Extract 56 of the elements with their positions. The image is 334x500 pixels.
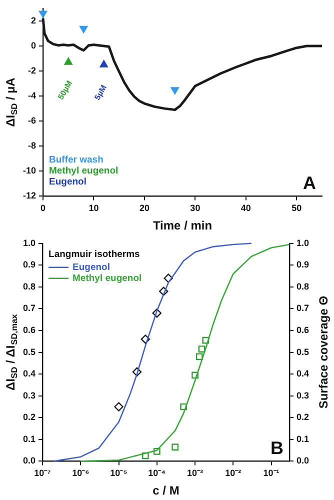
y-tick-label: 0.2 — [22, 412, 36, 422]
y-tick-label: 0.7 — [22, 303, 36, 314]
x-tick-label: 20 — [139, 203, 150, 214]
x-tick-label: 30 — [190, 203, 200, 214]
y2-tick-label: 0.7 — [296, 303, 310, 314]
y-tick-label: 1.0 — [22, 238, 36, 248]
x-tick-label: 10⁻⁷ — [34, 468, 52, 478]
y2-tick-label: 0.6 — [296, 325, 310, 336]
x-axis-title: c / M — [152, 483, 180, 498]
x-tick-label: 10 — [88, 203, 99, 214]
x-tick-label: 0 — [40, 203, 46, 214]
y2-tick-label: 0.2 — [296, 412, 310, 422]
y2-tick-label: 0.3 — [296, 390, 310, 400]
y-tick-label: 0 — [30, 40, 36, 50]
legend-title: Langmuir isotherms — [48, 248, 140, 260]
text: Eugenol — [49, 176, 86, 188]
y-tick-label: -4 — [28, 90, 36, 101]
y-tick-label: 0.3 — [22, 390, 36, 400]
y-tick-label: 0.8 — [22, 281, 36, 292]
y2-tick-label: 0.4 — [296, 368, 310, 379]
y2-tick-label: 0.5 — [296, 346, 310, 357]
x-tick-label: 40 — [240, 203, 251, 214]
x-axis-title: Time / min — [152, 218, 212, 232]
y-tick-label: 0.6 — [22, 325, 36, 336]
x-tick-label: 10⁻¹ — [263, 468, 280, 478]
y2-tick-label: 0.0 — [296, 456, 310, 466]
legend-label: Methyl eugenol — [72, 272, 142, 284]
text: Buffer wash — [49, 154, 104, 166]
y-tick-label: -10 — [22, 166, 36, 176]
annotation: A — [303, 173, 316, 194]
x-tick-label: 10⁻⁵ — [110, 468, 128, 478]
y2-tick-label: 0.1 — [296, 434, 310, 444]
y2-axis-title: Surface coverage Θ — [316, 296, 330, 409]
text: Methyl eugenol — [49, 166, 118, 177]
y2-tick-label: 0.9 — [296, 260, 310, 270]
y-tick-label: 2 — [30, 15, 36, 26]
y-tick-label: -8 — [28, 140, 36, 151]
y2-tick-label: 0.8 — [296, 281, 310, 292]
annotation: B — [270, 438, 284, 458]
y-tick-label: 0.0 — [22, 456, 36, 466]
x-tick-label: 10⁻⁶ — [72, 468, 90, 478]
y-tick-label: 0.1 — [22, 434, 36, 444]
y-tick-label: 0.5 — [22, 346, 36, 357]
x-tick-label: 10⁻³ — [187, 468, 204, 478]
x-tick-label: 10⁻² — [225, 468, 242, 478]
y-axis-title: ΔISD / µA — [3, 77, 19, 127]
y-tick-label: 0.9 — [22, 260, 36, 270]
x-tick-label: 50 — [292, 203, 302, 214]
x-tick-label: 10⁻⁴ — [148, 468, 166, 478]
y-axis-title: ΔISD / ΔISD,max — [3, 314, 19, 390]
y-tick-label: -12 — [22, 190, 36, 201]
y-tick-label: 0.4 — [22, 368, 36, 379]
legend-label: Eugenol — [72, 262, 110, 273]
y2-tick-label: 1.0 — [296, 238, 310, 248]
y-tick-label: -2 — [28, 65, 36, 76]
y-tick-label: -6 — [28, 116, 36, 126]
